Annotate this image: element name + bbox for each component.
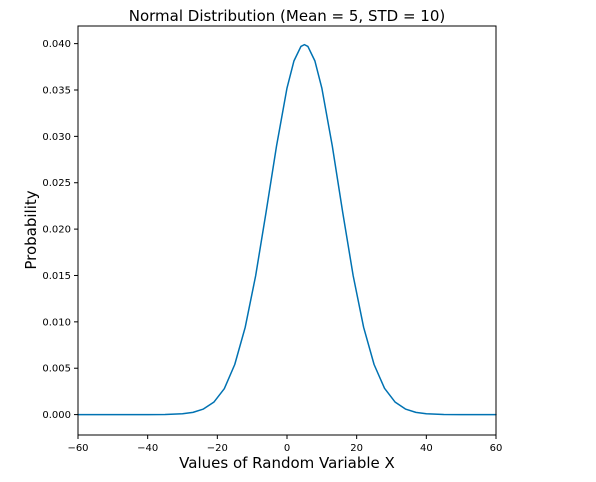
y-tick-label-2: 0.010 [42,317,71,328]
y-tick-label-1: 0.005 [42,364,71,375]
x-tick-label-0: 0 [284,443,290,454]
y-tick-label-8: 0.040 [42,39,71,50]
y-tick-label-0: 0.000 [42,410,71,421]
x-axis-ticks: −60 −40 −20 0 20 40 60 [67,435,502,454]
series-line-0 [77,43,497,416]
curve-layer [77,43,497,416]
plot-area [78,26,496,435]
x-tick-label-60: 60 [490,443,503,454]
x-tick-label-20: 20 [350,443,363,454]
y-axis-label: Probability [22,190,40,269]
x-axis-label: Values of Random Variable X [179,454,395,472]
x-tick-label--20: −20 [207,443,228,454]
y-tick-label-7: 0.035 [42,85,71,96]
x-tick-label--40: −40 [137,443,158,454]
y-tick-label-3: 0.015 [42,271,71,282]
y-axis-ticks: 0.000 0.005 0.010 0.015 0.020 0.025 0.030 0.035… [42,39,78,421]
chart-title: Normal Distribution (Mean = 5, STD = 10) [129,7,446,25]
y-tick-label-6: 0.030 [42,132,71,143]
x-tick-label-40: 40 [420,443,433,454]
x-tick-label--60: −60 [67,443,88,454]
y-tick-label-5: 0.025 [42,178,71,189]
y-tick-label-4: 0.020 [42,225,71,236]
